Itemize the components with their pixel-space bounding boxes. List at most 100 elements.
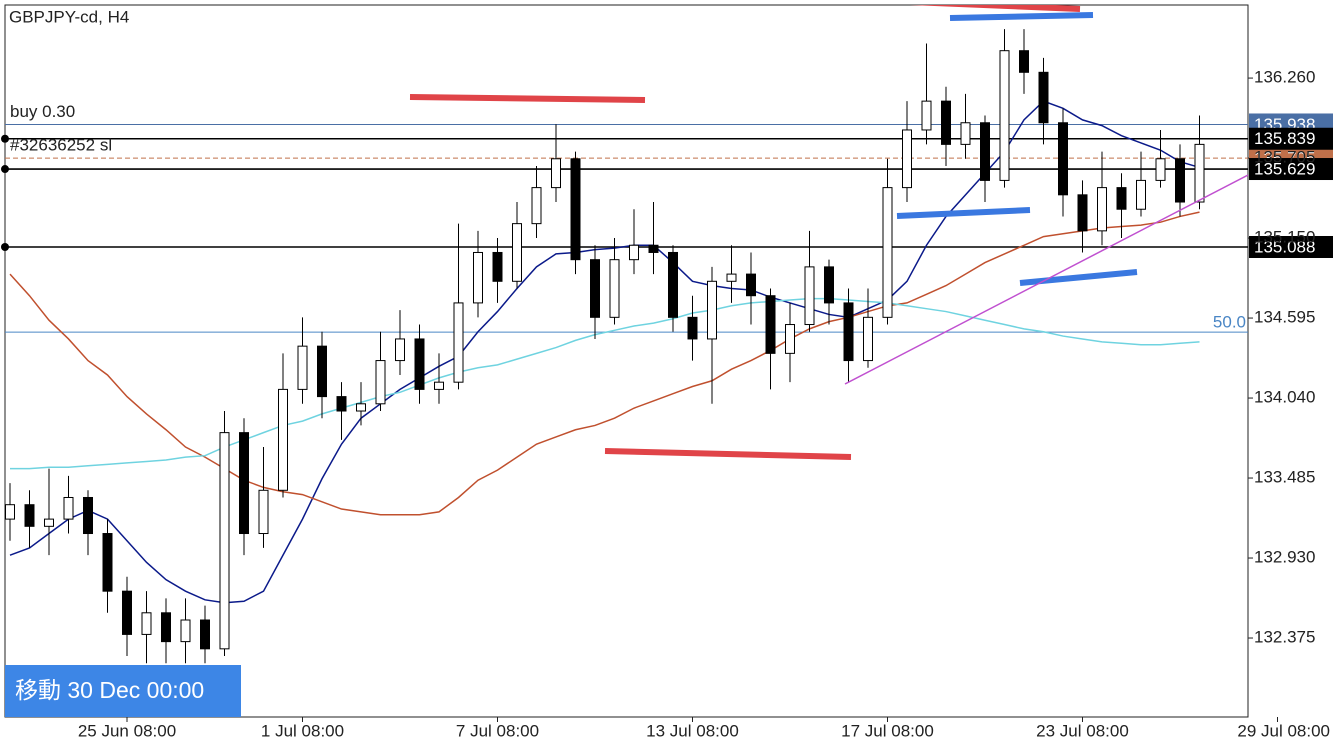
candle-body <box>336 396 347 412</box>
candle-body <box>317 345 327 398</box>
candle-body <box>239 432 249 535</box>
candle-body <box>941 100 951 145</box>
candle-body <box>648 244 659 253</box>
candle-body <box>395 338 405 362</box>
candle-body <box>24 504 35 527</box>
x-tick-label: 29 Jul 08:00 <box>1237 721 1330 740</box>
candle-body <box>122 590 132 635</box>
candle-body <box>902 129 912 189</box>
candle-body <box>434 381 444 390</box>
candle-body <box>1194 143 1205 203</box>
candle-body <box>356 403 366 412</box>
price-line-label: 50.0 <box>1213 313 1246 332</box>
candle-body <box>921 100 932 131</box>
candle-body <box>63 496 74 520</box>
candle-body <box>375 360 386 405</box>
price-line-label: buy 0.30 <box>10 102 75 121</box>
drawn-line <box>1019 269 1138 286</box>
y-tick-label: 134.040 <box>1254 388 1315 407</box>
drawn-line <box>896 207 1031 219</box>
candle-body <box>473 251 483 304</box>
y-tick-label: 135.705 <box>1254 148 1315 167</box>
candle-body <box>453 302 464 383</box>
x-tick-label: 7 Jul 08:00 <box>456 721 539 740</box>
candle-body <box>746 273 756 297</box>
jump-button[interactable]: 移動 30 Dec 00:00 <box>5 665 241 717</box>
candle-body <box>512 223 522 282</box>
candle-body <box>414 338 425 390</box>
y-tick-label: 132.930 <box>1254 548 1315 567</box>
candle-body <box>5 504 15 520</box>
candle-body <box>570 158 581 261</box>
candle-body <box>297 345 308 390</box>
jump-button-bg <box>5 665 241 717</box>
candle-body <box>180 619 191 643</box>
price-box <box>1249 235 1333 258</box>
candle-body <box>999 50 1010 181</box>
plot-area <box>4 4 1249 718</box>
candle-body <box>278 388 288 491</box>
drawn-line <box>949 12 1094 21</box>
candle-body <box>726 273 737 282</box>
line-handle <box>1 165 9 174</box>
candle-body <box>609 259 620 318</box>
line-handle <box>1 134 9 143</box>
drawn-line <box>409 94 646 103</box>
candle-body <box>707 280 717 340</box>
candle-body <box>629 244 639 261</box>
y-tick-label: 136.260 <box>1254 68 1315 87</box>
drawn-line <box>604 448 852 460</box>
candle-body <box>219 432 230 650</box>
candle-body <box>668 251 678 318</box>
y-tick-label: 132.375 <box>1254 628 1315 647</box>
x-tick-label: 13 Jul 08:00 <box>646 721 739 740</box>
candle-body <box>687 316 698 340</box>
candle-body <box>590 259 600 318</box>
candle-body <box>1175 158 1185 203</box>
candle-body <box>1097 187 1107 232</box>
price-box-label: 135.629 <box>1254 160 1315 179</box>
candle-body <box>258 489 269 535</box>
chart-title: GBPJPY-cd, H4 <box>9 7 129 26</box>
candle-body <box>1136 179 1146 210</box>
jump-button-label: 移動 30 Dec 00:00 <box>15 677 204 703</box>
price-box <box>1249 158 1333 181</box>
trend-line <box>844 174 1248 385</box>
candle-body <box>1019 50 1029 73</box>
candle-body <box>980 122 990 181</box>
moving-average <box>9 211 1200 516</box>
candle-body <box>492 251 503 282</box>
drawings <box>409 5 1248 460</box>
price-box <box>1249 127 1333 150</box>
candle-body <box>551 158 561 189</box>
drawn-line <box>909 5 1081 12</box>
price-box-label: 135.088 <box>1254 237 1315 256</box>
candle-body <box>44 518 54 527</box>
candle-body <box>1038 71 1049 124</box>
line-handle <box>1 242 9 251</box>
candle-body <box>1116 187 1127 210</box>
candle-body <box>83 496 93 535</box>
x-tick-label: 23 Jul 08:00 <box>1036 721 1129 740</box>
price-line-label: #32636252 sl <box>10 136 112 155</box>
candle-body <box>200 619 210 650</box>
candle-body <box>824 266 834 304</box>
candle-body <box>102 533 113 592</box>
y-tick-label: 133.485 <box>1254 468 1315 487</box>
x-tick-label: 17 Jul 08:00 <box>841 721 934 740</box>
candle-body <box>882 187 893 318</box>
candle-body <box>531 187 542 225</box>
x-tick-label: 1 Jul 08:00 <box>261 721 344 740</box>
candle-body <box>960 122 971 145</box>
candle-body <box>1077 194 1088 232</box>
x-tick-label: 25 Jun 08:00 <box>78 721 176 740</box>
moving-average <box>10 297 1200 470</box>
y-tick-label: 135.150 <box>1254 228 1315 247</box>
candle-body <box>161 612 171 643</box>
y-tick-label: 134.595 <box>1254 308 1315 327</box>
candle-body <box>765 295 776 354</box>
candle-body <box>843 302 854 362</box>
candle-body <box>1155 158 1166 181</box>
candle-body <box>804 266 815 326</box>
